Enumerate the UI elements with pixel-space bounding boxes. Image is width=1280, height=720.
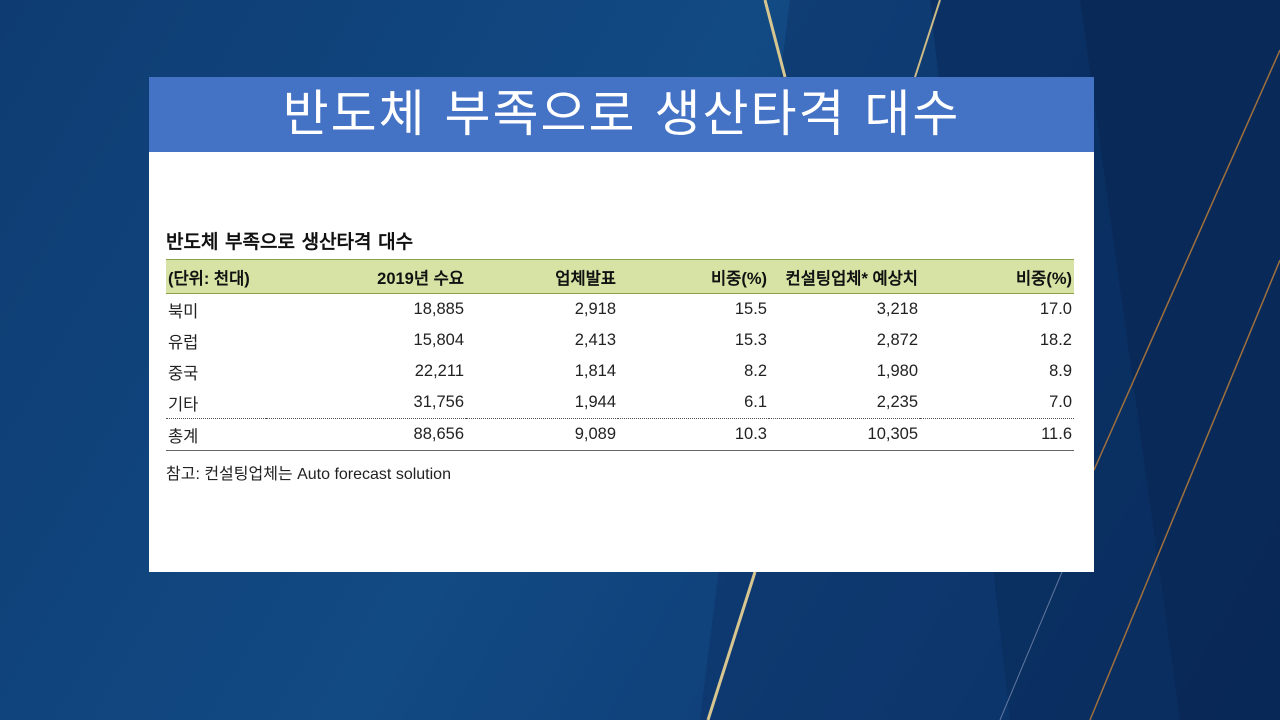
cell-estimate: 1,980	[876, 362, 918, 380]
header-share-1: 비중(%)	[618, 259, 769, 294]
cell-announced: 2,413	[574, 331, 616, 349]
cell-demand: 31,756	[266, 387, 466, 419]
cell-demand: 22,211	[414, 362, 464, 380]
table-row: 중국 22,211 1,814 8.2 1,980 8.9	[166, 356, 1074, 387]
header-consulting-estimate: 컨설팅업체* 예상치	[769, 259, 920, 294]
title-bar: 반도체 부족으로 생산타격 대수	[149, 77, 1094, 152]
table-row: 기타 31,756 1,944 6.1 2,235 7.0	[166, 387, 1074, 419]
header-demand-2019: 2019년 수요	[266, 259, 466, 294]
header-company-announced: 업체발표	[466, 259, 618, 294]
cell-share-1: 6.1	[618, 387, 769, 419]
cell-demand: 18,885	[413, 300, 464, 318]
total-estimate: 10,305	[769, 418, 920, 451]
row-region: 기타	[166, 387, 266, 419]
cell-share-2: 7.0	[920, 387, 1074, 419]
row-region: 유럽	[168, 333, 199, 352]
table-total-row: 총계 88,656 9,089 10.3 10,305 11.6	[166, 418, 1074, 451]
production-impact-table: (단위: 천대) 2019년 수요 업체발표 비중(%) 컨설팅업체* 예상치 …	[166, 259, 1074, 451]
total-demand: 88,656	[266, 418, 466, 451]
table-header-row: (단위: 천대) 2019년 수요 업체발표 비중(%) 컨설팅업체* 예상치 …	[166, 259, 1074, 294]
cell-announced: 1,814	[574, 362, 616, 380]
table-footnote: 참고: 컨설팅업체는 Auto forecast solution	[166, 466, 451, 483]
table-row: 유럽 15,804 2,413 15.3 2,872 18.2	[166, 325, 1074, 356]
cell-demand: 15,804	[413, 331, 464, 349]
header-unit: (단위: 천대)	[166, 259, 266, 294]
total-share-2: 11.6	[920, 418, 1074, 451]
cell-estimate: 2,235	[769, 387, 920, 419]
cell-announced: 1,944	[466, 387, 618, 419]
cell-share-2: 8.9	[1049, 362, 1072, 380]
cell-share-2: 18.2	[1039, 331, 1072, 349]
row-region: 중국	[168, 364, 199, 383]
cell-estimate: 3,218	[876, 300, 918, 318]
cell-share-1: 15.3	[734, 331, 767, 349]
cell-share-1: 15.5	[734, 300, 767, 318]
content-card: 반도체 부족으로 생산타격 대수 반도체 부족으로 생산타격 대수 (단위: 천…	[149, 77, 1094, 572]
total-announced: 9,089	[466, 418, 618, 451]
cell-share-1: 8.2	[744, 362, 767, 380]
total-share-1: 10.3	[618, 418, 769, 451]
header-share-2: 비중(%)	[920, 259, 1074, 294]
cell-share-2: 17.0	[1039, 300, 1072, 318]
row-region: 북미	[168, 302, 199, 321]
slide-title: 반도체 부족으로 생산타격 대수	[282, 85, 961, 143]
table-title: 반도체 부족으로 생산타격 대수	[166, 231, 414, 253]
total-label: 총계	[166, 418, 266, 451]
cell-announced: 2,918	[574, 300, 616, 318]
cell-estimate: 2,872	[876, 331, 918, 349]
table-row: 북미 18,885 2,918 15.5 3,218 17.0	[166, 294, 1074, 326]
